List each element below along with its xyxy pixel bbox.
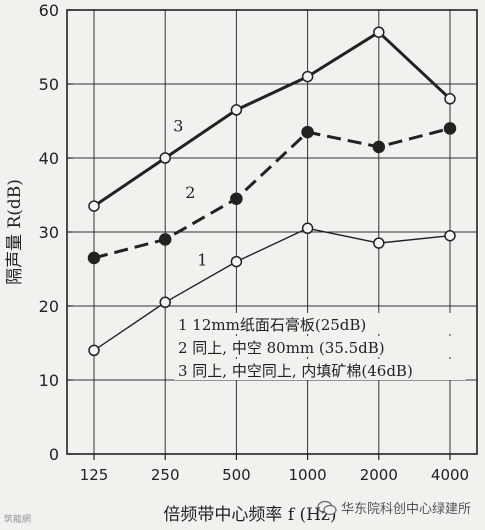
grid <box>67 10 477 454</box>
axes <box>66 9 478 460</box>
x-axis-label: 倍频带中心频率 f (Hz) <box>163 505 336 525</box>
series-3-point <box>88 200 100 212</box>
y-tick-label: 30 <box>39 223 59 242</box>
series-2-point <box>87 251 101 265</box>
legend-item-3: 3 同上, 中空同上, 内填矿棉(46dB) <box>178 362 413 380</box>
series-1-label: 1 <box>197 251 207 270</box>
legend-bg <box>174 336 466 357</box>
y-tick-label: 0 <box>49 445 59 464</box>
y-tick-labels: 0 10 20 30 40 50 60 <box>39 1 59 464</box>
plot-frame <box>66 9 478 455</box>
x-tick-label: 500 <box>222 466 251 484</box>
legend-bg <box>174 313 466 334</box>
series-2-line <box>93 126 451 260</box>
series-3-point <box>230 104 243 116</box>
series-3-label: 3 <box>173 116 183 135</box>
watermark-text: 华东院科创中心绿建所 <box>340 502 471 517</box>
x-tick-label: 4000 <box>431 466 469 484</box>
series-1-point <box>159 296 171 309</box>
chat-bubble-icon <box>317 500 337 515</box>
legend-item-1: 1 12mm纸面石膏板(25dB) <box>178 316 366 334</box>
series-3-point <box>373 26 385 38</box>
series-2-point <box>301 125 314 139</box>
legend-bg <box>174 359 466 380</box>
y-tick-label: 20 <box>39 297 59 316</box>
series-1-point <box>230 255 243 268</box>
y-tick-label: 50 <box>39 75 59 94</box>
series-1-point <box>88 344 100 357</box>
series-2-label: 2 <box>185 183 195 202</box>
series-1-point <box>444 229 456 242</box>
watermark-left: 筑龍網 <box>4 515 32 525</box>
series-1-point <box>301 222 314 235</box>
series-3-line <box>93 30 452 208</box>
x-tick-label: 1000 <box>289 466 327 484</box>
watermark: 华东院科创中心绿建所 <box>317 498 471 517</box>
series-1-point <box>373 237 385 249</box>
y-tick-label: 60 <box>39 1 59 20</box>
series-3-point <box>301 70 314 83</box>
legend: 1 12mm纸面石膏板(25dB) 2 同上, 中空 80mm (35.5dB) 3… <box>174 313 466 380</box>
series-2-point <box>158 233 172 246</box>
series-2-point <box>372 140 386 154</box>
series-3-point <box>159 152 171 164</box>
series-3-point <box>444 93 456 105</box>
x-tick-label: 2000 <box>360 466 398 484</box>
series-1-line <box>93 227 451 351</box>
series-2-point <box>230 192 243 205</box>
x-tick-labels: 125 250 500 1000 2000 4000 <box>80 466 469 484</box>
legend-item-2: 2 同上, 中空 80mm (35.5dB) <box>178 339 385 357</box>
series-labels: 1 2 3 <box>173 116 207 269</box>
x-tick-label: 125 <box>80 466 109 484</box>
y-tick-label: 40 <box>39 149 59 168</box>
y-axis-label: 隔声量 R(dB) <box>5 179 25 285</box>
series-2-point <box>443 122 457 135</box>
y-tick-label: 10 <box>39 371 59 390</box>
x-tick-label: 250 <box>151 466 180 484</box>
series <box>87 26 457 357</box>
